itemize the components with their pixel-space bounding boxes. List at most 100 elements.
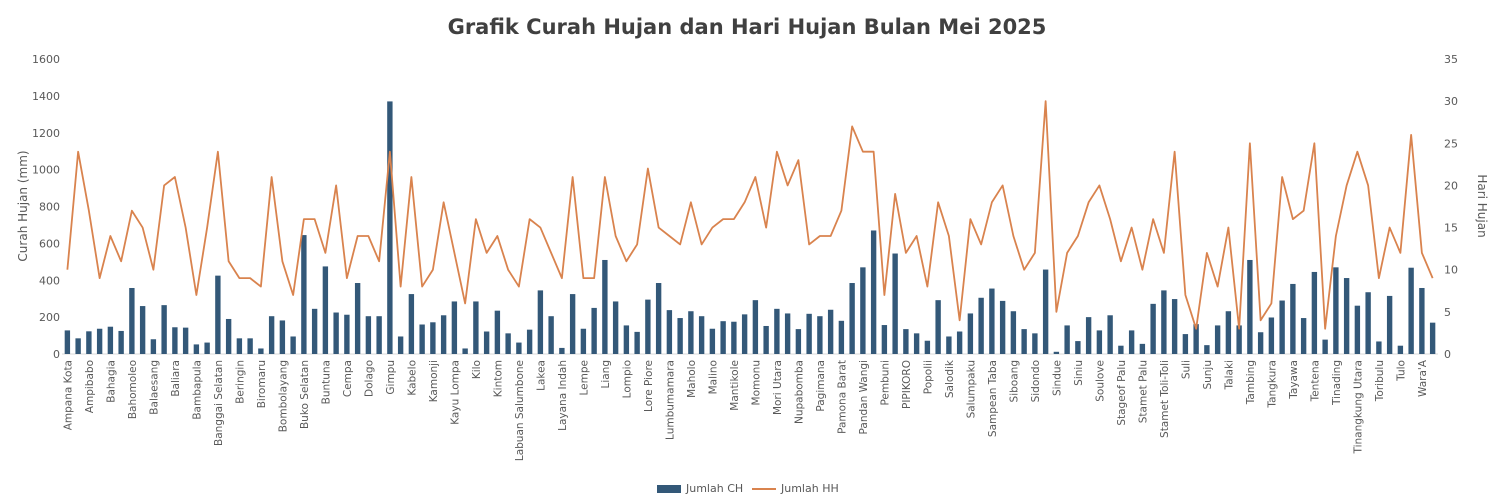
bar: [139, 306, 146, 354]
x-tick-label: Kayu Lompa: [449, 360, 461, 425]
bar: [1021, 329, 1027, 354]
bar: [1096, 330, 1103, 354]
x-tick-label: Biromaru: [256, 360, 268, 408]
bar: [1408, 267, 1414, 354]
bar: [1397, 345, 1404, 354]
bar: [924, 340, 931, 354]
bar: [731, 321, 737, 354]
bar: [1419, 287, 1425, 354]
bar-series-jumlah-ch: [64, 101, 1436, 355]
bar: [1042, 269, 1049, 354]
bar: [709, 328, 716, 354]
x-tick-label: Liang: [600, 360, 612, 389]
bar: [322, 266, 329, 354]
bar: [720, 321, 726, 354]
x-tick-label: Banggai Selatan: [213, 360, 225, 446]
bar: [193, 344, 200, 354]
legend-label-jumlah-ch: Jumlah CH: [685, 482, 743, 495]
x-tick-label: Salodik: [944, 359, 956, 398]
y-right-tick-label: 5: [1444, 306, 1451, 319]
bar: [978, 297, 984, 354]
bar: [1214, 325, 1221, 354]
bar: [1064, 325, 1070, 354]
bar: [1128, 330, 1135, 354]
bar: [1376, 341, 1382, 354]
bar: [935, 300, 941, 354]
bar: [849, 283, 855, 354]
bar: [946, 336, 952, 354]
x-tick-label: Baliara: [170, 360, 182, 397]
bar: [784, 313, 791, 354]
x-tick-label: Bambapula: [191, 360, 203, 420]
bar: [1354, 305, 1361, 354]
x-tick-label: Dolago: [363, 360, 375, 397]
bar: [967, 313, 974, 354]
bar: [473, 301, 479, 354]
bar: [1085, 317, 1092, 355]
bar: [688, 311, 694, 354]
x-tick-label: Malino: [707, 360, 719, 394]
bar: [1322, 339, 1328, 354]
bar: [516, 342, 522, 354]
bar: [774, 308, 780, 354]
bar: [569, 294, 576, 354]
bar: [376, 316, 382, 354]
y-left-tick-label: 1600: [32, 53, 60, 66]
x-tick-label: Sunju: [1202, 360, 1214, 390]
x-tick-label: Pamona Barat: [836, 360, 848, 434]
x-tick-label: Soulove: [1094, 360, 1106, 402]
bar: [290, 336, 296, 354]
y-left-tick-label: 800: [39, 201, 60, 214]
y-left-tick-label: 0: [53, 348, 60, 361]
bar: [795, 329, 802, 354]
x-tick-label: Sidondo: [1030, 360, 1042, 402]
x-tick-label: Pembuni: [879, 360, 891, 406]
bar: [741, 314, 748, 354]
bar: [612, 301, 619, 354]
x-tick-label: Siniu: [1073, 360, 1085, 386]
x-tick-label: Sindue: [1051, 360, 1063, 396]
x-tick-label: Tulo: [1395, 360, 1407, 382]
y-right-tick-label: 10: [1444, 264, 1458, 277]
bar: [827, 309, 834, 354]
bar: [225, 318, 232, 354]
bar: [75, 338, 81, 354]
bar: [1257, 332, 1264, 354]
x-tick-label: Cempa: [342, 360, 354, 397]
y-right-tick-label: 15: [1444, 222, 1458, 235]
bar: [892, 253, 898, 354]
x-tick-label: Talaki: [1223, 360, 1235, 390]
y-axis-left: 0 200 400 600 800 1000 1200 1400 1600: [32, 53, 60, 361]
bar: [860, 267, 866, 354]
bar: [881, 325, 888, 354]
bar: [150, 339, 157, 354]
x-tick-label: Toribulu: [1374, 360, 1386, 402]
bar: [989, 288, 995, 354]
bar: [1247, 259, 1253, 354]
bar: [537, 290, 544, 354]
bar: [913, 333, 920, 354]
x-tick-label: Lumbumamara: [664, 360, 676, 440]
bar: [118, 330, 124, 354]
y-right-tick-label: 30: [1444, 95, 1458, 108]
y-axis-right: 0 5 10 15 20 25 30 35: [1444, 53, 1458, 361]
bar: [1161, 290, 1167, 354]
bar: [870, 230, 877, 354]
bar: [387, 101, 393, 354]
bar: [247, 338, 253, 354]
bar: [1268, 317, 1275, 354]
y-left-tick-label: 200: [39, 311, 60, 324]
bar: [698, 316, 705, 354]
y-left-tick-label: 600: [39, 237, 60, 250]
x-tick-label: Lompio: [621, 360, 633, 398]
bar: [1182, 334, 1189, 354]
bar: [559, 347, 565, 354]
bar: [1204, 345, 1210, 354]
x-tick-label: Lakea: [535, 360, 547, 391]
x-tick-label: Pagimana: [815, 360, 827, 412]
y-right-tick-label: 25: [1444, 137, 1458, 150]
bar: [634, 331, 640, 355]
x-tick-label: Bombolayang: [277, 360, 289, 432]
bar: [408, 294, 415, 354]
bar: [354, 283, 361, 354]
